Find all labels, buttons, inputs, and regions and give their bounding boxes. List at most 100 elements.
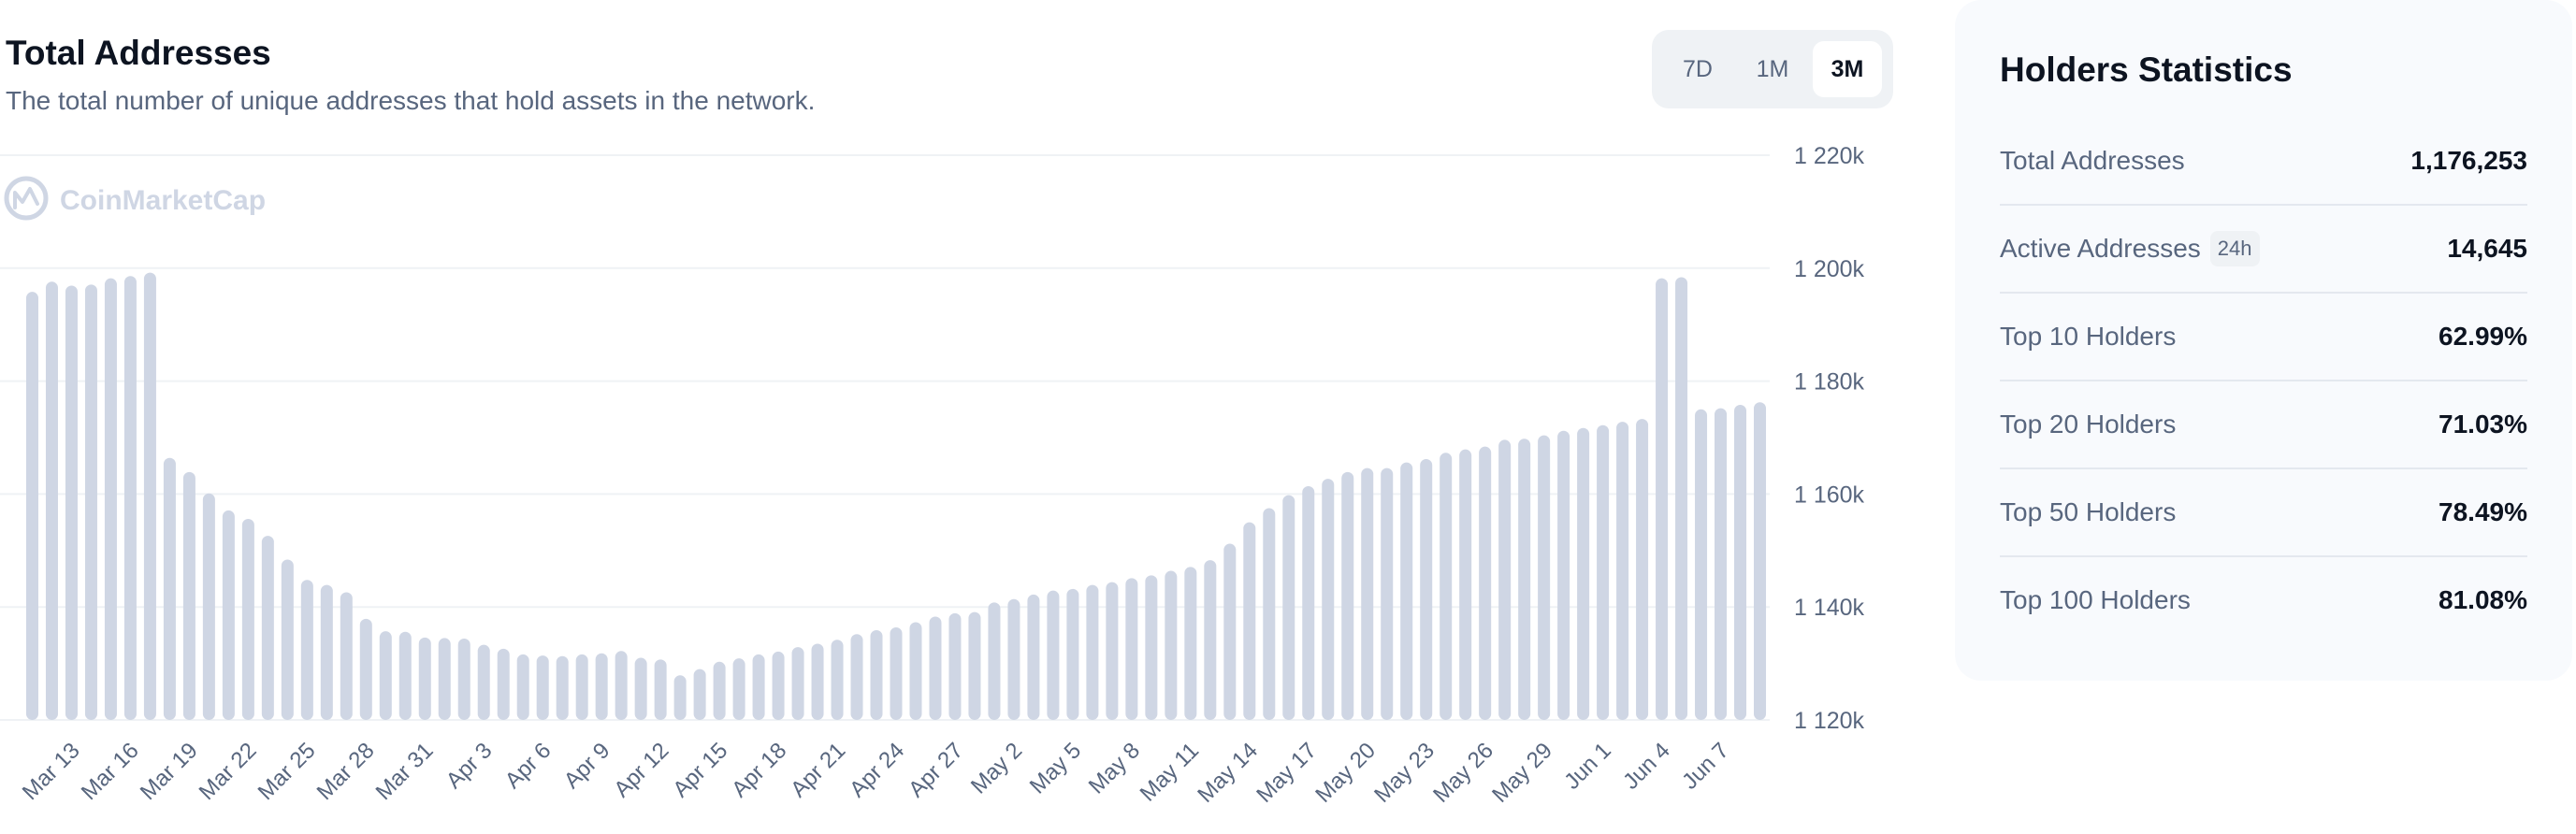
bar[interactable] — [948, 612, 962, 720]
bar[interactable] — [65, 285, 78, 720]
range-7d-button[interactable]: 7D — [1663, 41, 1732, 97]
bar[interactable] — [909, 622, 922, 720]
bar[interactable] — [1204, 560, 1217, 720]
bar[interactable] — [1125, 578, 1138, 720]
bar[interactable] — [1223, 543, 1237, 720]
bar[interactable] — [1518, 439, 1531, 720]
bar[interactable] — [340, 592, 353, 720]
bar[interactable] — [732, 658, 745, 720]
bar[interactable] — [654, 659, 667, 720]
bar[interactable] — [1479, 446, 1492, 720]
bar[interactable] — [1361, 467, 1374, 720]
bar[interactable] — [791, 647, 804, 720]
bar[interactable] — [1675, 277, 1688, 720]
bar[interactable] — [693, 669, 706, 720]
bar[interactable] — [536, 655, 549, 720]
bar[interactable] — [202, 493, 215, 720]
bar[interactable] — [241, 518, 254, 720]
bar[interactable] — [988, 602, 1001, 720]
bar[interactable] — [477, 644, 490, 720]
bar[interactable] — [1636, 419, 1649, 720]
bar[interactable] — [45, 281, 58, 720]
bar[interactable] — [163, 457, 176, 720]
bar[interactable] — [359, 618, 372, 720]
bar[interactable] — [1322, 479, 1335, 720]
bar[interactable] — [890, 626, 903, 720]
bar[interactable] — [418, 637, 431, 720]
bar[interactable] — [438, 638, 451, 720]
x-tick-label: May 20 — [1310, 738, 1381, 808]
bar[interactable] — [1243, 522, 1256, 720]
bar[interactable] — [1047, 590, 1060, 720]
bar[interactable] — [1106, 582, 1119, 720]
bar[interactable] — [1381, 467, 1394, 720]
bar[interactable] — [850, 634, 863, 720]
bar[interactable] — [929, 616, 942, 720]
range-3m-button[interactable]: 3M — [1813, 41, 1882, 97]
bar[interactable] — [1695, 409, 1708, 720]
bar[interactable] — [870, 629, 883, 720]
bar[interactable] — [123, 276, 137, 720]
bar[interactable] — [1066, 588, 1079, 720]
x-tick-label: Mar 19 — [136, 738, 203, 805]
bar[interactable] — [104, 278, 117, 720]
bar[interactable] — [1341, 471, 1354, 720]
bar[interactable] — [831, 640, 844, 720]
bar[interactable] — [261, 536, 274, 720]
bar[interactable] — [1400, 462, 1413, 720]
bar[interactable] — [713, 661, 726, 720]
bar[interactable] — [25, 292, 39, 720]
bar[interactable] — [1459, 449, 1472, 720]
bar[interactable] — [516, 654, 529, 720]
stat-label-text: Top 10 Holders — [2000, 322, 2177, 351]
bar[interactable] — [1440, 453, 1453, 720]
bar[interactable] — [84, 284, 97, 720]
bar[interactable] — [143, 272, 156, 720]
bar[interactable] — [1597, 424, 1610, 720]
bar[interactable] — [575, 654, 588, 720]
bar[interactable] — [595, 653, 608, 720]
bar[interactable] — [1027, 594, 1040, 720]
bar[interactable] — [634, 657, 647, 720]
bar[interactable] — [281, 559, 294, 720]
bar[interactable] — [1715, 408, 1728, 720]
bar[interactable] — [182, 471, 195, 720]
bar[interactable] — [615, 651, 628, 720]
bar[interactable] — [300, 580, 313, 720]
bar[interactable] — [1616, 422, 1629, 720]
bar[interactable] — [556, 655, 569, 720]
bar[interactable] — [968, 611, 981, 720]
bar[interactable] — [811, 643, 824, 720]
bar[interactable] — [1656, 278, 1669, 720]
bar[interactable] — [673, 675, 687, 720]
range-1m-button[interactable]: 1M — [1738, 41, 1807, 97]
bar[interactable] — [398, 631, 412, 720]
bar[interactable] — [772, 651, 785, 720]
stats-list: Total Addresses 1,176,253 Active Addresses… — [2000, 118, 2527, 643]
bar[interactable] — [1184, 567, 1197, 720]
bar[interactable] — [497, 648, 510, 720]
bar[interactable] — [1007, 598, 1020, 720]
bar[interactable] — [1577, 427, 1590, 720]
bar[interactable] — [1165, 570, 1178, 720]
stat-label-text: Top 20 Holders — [2000, 410, 2177, 439]
bar[interactable] — [1734, 404, 1747, 720]
stat-label-text: Top 50 Holders — [2000, 497, 2177, 526]
bar[interactable] — [1282, 495, 1295, 720]
bar[interactable] — [1086, 584, 1099, 720]
bar[interactable] — [379, 631, 392, 720]
bar[interactable] — [1753, 402, 1767, 720]
bar[interactable] — [1557, 430, 1570, 720]
bar[interactable] — [457, 639, 470, 720]
bar[interactable] — [1263, 508, 1276, 721]
bar[interactable] — [1302, 485, 1315, 720]
bar[interactable] — [1145, 575, 1158, 720]
bar[interactable] — [1538, 435, 1551, 720]
bar[interactable] — [222, 510, 235, 720]
bar[interactable] — [320, 584, 333, 720]
bar[interactable] — [1498, 439, 1512, 720]
x-tick-label: May 2 — [966, 738, 1027, 798]
bar[interactable] — [752, 654, 765, 720]
bar[interactable] — [1420, 458, 1433, 720]
